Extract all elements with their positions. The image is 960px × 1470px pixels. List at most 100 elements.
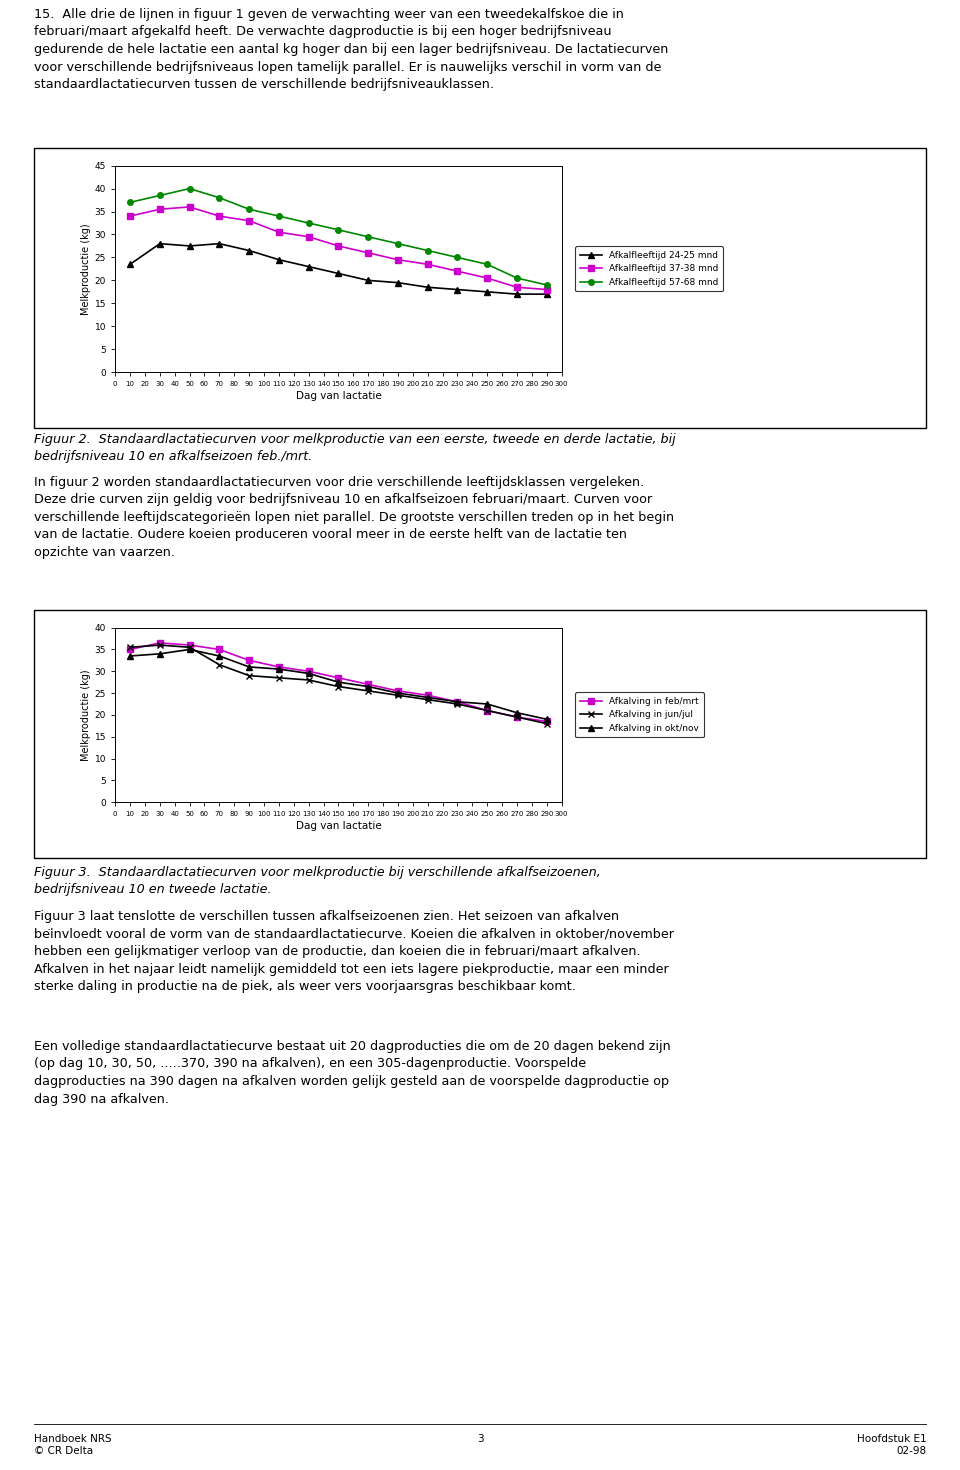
Afkalving in okt/nov: [421, 688, 433, 706]
Afkalving in feb/mrt: [481, 701, 493, 719]
Afkalving in feb/mrt: [303, 663, 315, 681]
Line: Afkalfleeftijd 37-38 mnd: Afkalfleeftijd 37-38 mnd: [128, 204, 549, 293]
Afkalving in okt/nov: [511, 704, 522, 722]
Text: Een volledige standaardlactatiecurve bestaat uit 20 dagproducties die om de 20 d: Een volledige standaardlactatiecurve bes…: [34, 1039, 670, 1105]
Afkalfleeftijd 57-68 mnd: [362, 228, 373, 245]
Afkalving in feb/mrt: [392, 682, 403, 700]
Y-axis label: Melkproductie (kg): Melkproductie (kg): [81, 223, 90, 315]
Afkalfleeftijd 24-25 mnd: [511, 285, 522, 303]
Afkalfleeftijd 37-38 mnd: [213, 207, 225, 225]
Afkalfleeftijd 57-68 mnd: [244, 200, 255, 218]
Afkalfleeftijd 37-38 mnd: [273, 223, 284, 241]
Afkalving in feb/mrt: [183, 637, 196, 654]
Afkalfleeftijd 37-38 mnd: [392, 251, 403, 269]
Afkalfleeftijd 37-38 mnd: [511, 278, 522, 295]
Afkalfleeftijd 37-38 mnd: [303, 228, 315, 245]
Afkalfleeftijd 57-68 mnd: [421, 241, 433, 259]
Line: Afkalfleeftijd 24-25 mnd: Afkalfleeftijd 24-25 mnd: [128, 241, 549, 297]
Text: Hoofdstuk E1
02-98: Hoofdstuk E1 02-98: [856, 1433, 926, 1457]
Text: 3: 3: [477, 1433, 483, 1444]
Afkalfleeftijd 57-68 mnd: [392, 235, 403, 253]
Afkalving in feb/mrt: [154, 634, 166, 651]
Text: Figuur 3.  Standaardlactatiecurven voor melkproductie bij verschillende afkalfse: Figuur 3. Standaardlactatiecurven voor m…: [34, 866, 600, 897]
Afkalfleeftijd 24-25 mnd: [421, 278, 433, 295]
Y-axis label: Melkproductie (kg): Melkproductie (kg): [81, 669, 90, 760]
Afkalving in jun/jul: [392, 686, 403, 704]
Afkalving in jun/jul: [183, 638, 196, 656]
Afkalving in feb/mrt: [125, 641, 136, 659]
Afkalving in okt/nov: [303, 664, 315, 682]
Afkalving in okt/nov: [481, 695, 493, 713]
Afkalfleeftijd 24-25 mnd: [213, 235, 225, 253]
Afkalfleeftijd 57-68 mnd: [451, 248, 463, 266]
Afkalving in okt/nov: [362, 678, 373, 695]
Afkalfleeftijd 24-25 mnd: [244, 241, 255, 259]
Afkalfleeftijd 24-25 mnd: [303, 257, 315, 275]
Afkalfleeftijd 57-68 mnd: [511, 269, 522, 287]
Line: Afkalving in feb/mrt: Afkalving in feb/mrt: [128, 639, 549, 725]
Afkalving in feb/mrt: [273, 659, 284, 676]
Afkalving in jun/jul: [303, 672, 315, 689]
Afkalving in feb/mrt: [540, 713, 552, 731]
Afkalving in jun/jul: [540, 714, 552, 732]
Afkalfleeftijd 37-38 mnd: [332, 237, 344, 254]
Afkalving in okt/nov: [213, 647, 225, 664]
Afkalving in jun/jul: [332, 678, 344, 695]
X-axis label: Dag van lactatie: Dag van lactatie: [296, 391, 381, 401]
Text: Figuur 3 laat tenslotte de verschillen tussen afkalfseizoenen zien. Het seizoen : Figuur 3 laat tenslotte de verschillen t…: [34, 910, 674, 994]
Afkalfleeftijd 57-68 mnd: [332, 220, 344, 238]
Afkalfleeftijd 37-38 mnd: [421, 256, 433, 273]
Afkalving in okt/nov: [332, 673, 344, 691]
Afkalfleeftijd 24-25 mnd: [273, 251, 284, 269]
Afkalving in feb/mrt: [244, 651, 255, 669]
Afkalfleeftijd 24-25 mnd: [183, 237, 196, 254]
Afkalfleeftijd 24-25 mnd: [451, 281, 463, 298]
Afkalving in feb/mrt: [362, 676, 373, 694]
Legend: Afkalving in feb/mrt, Afkalving in jun/jul, Afkalving in okt/nov: Afkalving in feb/mrt, Afkalving in jun/j…: [575, 692, 704, 738]
Text: Handboek NRS
© CR Delta: Handboek NRS © CR Delta: [34, 1433, 111, 1457]
Afkalving in jun/jul: [421, 691, 433, 709]
Afkalving in okt/nov: [540, 710, 552, 728]
Afkalving in jun/jul: [273, 669, 284, 686]
Afkalving in jun/jul: [154, 637, 166, 654]
Afkalfleeftijd 37-38 mnd: [481, 269, 493, 287]
Afkalfleeftijd 57-68 mnd: [183, 179, 196, 197]
Afkalfleeftijd 37-38 mnd: [362, 244, 373, 262]
Afkalfleeftijd 24-25 mnd: [125, 256, 136, 273]
Afkalfleeftijd 57-68 mnd: [154, 187, 166, 204]
Afkalfleeftijd 57-68 mnd: [481, 256, 493, 273]
Afkalving in feb/mrt: [451, 692, 463, 710]
Afkalving in okt/nov: [392, 684, 403, 701]
Afkalfleeftijd 37-38 mnd: [125, 207, 136, 225]
Afkalfleeftijd 57-68 mnd: [273, 207, 284, 225]
Legend: Afkalfleeftijd 24-25 mnd, Afkalfleeftijd 37-38 mnd, Afkalfleeftijd 57-68 mnd: Afkalfleeftijd 24-25 mnd, Afkalfleeftijd…: [575, 247, 723, 291]
Afkalfleeftijd 24-25 mnd: [392, 273, 403, 291]
Afkalfleeftijd 57-68 mnd: [303, 215, 315, 232]
Line: Afkalving in jun/jul: Afkalving in jun/jul: [128, 642, 549, 726]
Line: Afkalving in okt/nov: Afkalving in okt/nov: [128, 647, 549, 722]
Afkalving in okt/nov: [154, 645, 166, 663]
Afkalving in okt/nov: [125, 647, 136, 664]
Afkalfleeftijd 37-38 mnd: [451, 262, 463, 279]
Text: In figuur 2 worden standaardlactatiecurven voor drie verschillende leeftijdsklas: In figuur 2 worden standaardlactatiecurv…: [34, 476, 674, 559]
X-axis label: Dag van lactatie: Dag van lactatie: [296, 822, 381, 832]
Afkalfleeftijd 37-38 mnd: [244, 212, 255, 229]
Line: Afkalfleeftijd 57-68 mnd: Afkalfleeftijd 57-68 mnd: [128, 185, 549, 288]
Afkalving in jun/jul: [451, 695, 463, 713]
Afkalving in okt/nov: [244, 659, 255, 676]
Afkalving in okt/nov: [183, 641, 196, 659]
Afkalving in feb/mrt: [421, 686, 433, 704]
Afkalving in feb/mrt: [332, 669, 344, 686]
Afkalving in jun/jul: [481, 701, 493, 719]
Afkalving in okt/nov: [273, 660, 284, 678]
Text: Figuur 2.  Standaardlactatiecurven voor melkproductie van een eerste, tweede en : Figuur 2. Standaardlactatiecurven voor m…: [34, 434, 675, 463]
Afkalving in jun/jul: [125, 638, 136, 656]
Afkalfleeftijd 57-68 mnd: [540, 276, 552, 294]
Afkalving in jun/jul: [213, 656, 225, 673]
Afkalving in jun/jul: [244, 667, 255, 685]
Afkalfleeftijd 57-68 mnd: [125, 194, 136, 212]
Afkalving in feb/mrt: [511, 709, 522, 726]
Afkalfleeftijd 57-68 mnd: [213, 190, 225, 207]
Afkalving in jun/jul: [362, 682, 373, 700]
Afkalfleeftijd 37-38 mnd: [540, 281, 552, 298]
